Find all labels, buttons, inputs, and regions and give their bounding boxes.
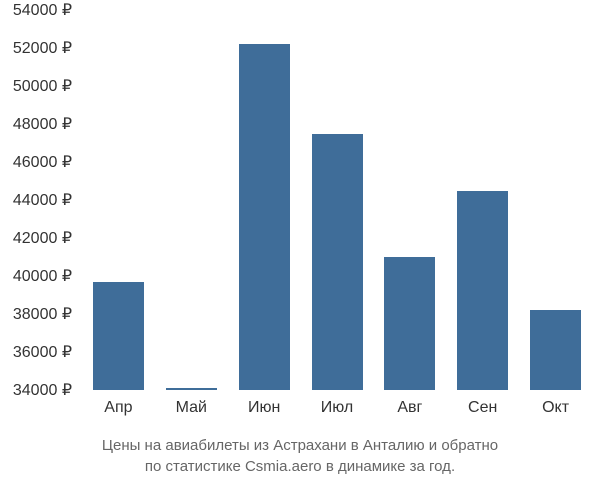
bar: [457, 191, 508, 391]
bar: [93, 282, 144, 390]
y-tick-label: 40000 ₽: [13, 266, 72, 286]
x-tick-label: Окт: [542, 399, 569, 417]
caption-line1: Цены на авиабилеты из Астрахани в Антали…: [102, 437, 498, 454]
x-tick-label: Сен: [468, 399, 497, 417]
y-tick-label: 42000 ₽: [13, 228, 72, 248]
y-tick-label: 36000 ₽: [13, 342, 72, 362]
y-axis: 34000 ₽36000 ₽38000 ₽40000 ₽42000 ₽44000…: [0, 10, 80, 390]
x-tick-label: Июл: [321, 399, 353, 417]
bar: [530, 310, 581, 390]
y-tick-label: 52000 ₽: [13, 38, 72, 58]
price-chart: 34000 ₽ 36000 ₽ 38000 ₽ 40000 ₽ 42000 ₽ 44000…: [0, 0, 600, 500]
caption-line2: по статистике Csmia.aero в динамике за г…: [145, 458, 455, 475]
x-tick-label: Июн: [248, 399, 280, 417]
bar: [239, 44, 290, 390]
y-tick-label: 38000 ₽: [13, 304, 72, 324]
y-tick-label: 44000 ₽: [13, 190, 72, 210]
chart-caption: Цены на авиабилеты из Астрахани в Антали…: [0, 435, 600, 477]
x-tick-label: Авг: [397, 399, 422, 417]
y-tick-label: 34000 ₽: [13, 380, 72, 400]
bar: [312, 134, 363, 391]
bar: [384, 257, 435, 390]
y-tick-label: 48000 ₽: [13, 114, 72, 134]
y-tick-label: 46000 ₽: [13, 152, 72, 172]
bar: [166, 388, 217, 390]
y-tick-label: 50000 ₽: [13, 76, 72, 96]
plot-area: [82, 10, 592, 390]
y-tick-label: 54000 ₽: [13, 0, 72, 20]
x-axis: Апр Май Июн Июл Авг Сен Окт: [82, 395, 592, 425]
x-tick-label: Май: [176, 399, 207, 417]
x-tick-label: Апр: [104, 399, 132, 417]
